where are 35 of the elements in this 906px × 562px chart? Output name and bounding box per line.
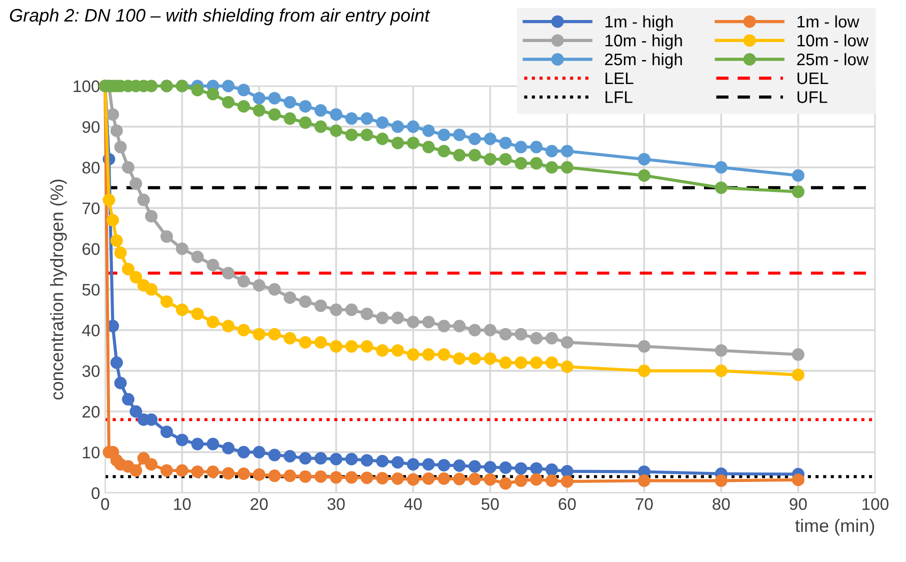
y-tick-label: 60 — [82, 243, 100, 255]
y-tick-label: 30 — [82, 365, 100, 378]
legend-label: 10m - high — [605, 34, 682, 50]
y-tick-label: 40 — [82, 324, 100, 336]
legend-label: 1m - high — [605, 15, 673, 31]
legend-label: 25m - low — [797, 53, 869, 66]
y-axis-title: concentration hydrogen (%) — [50, 180, 67, 400]
x-tick-label: 50 — [482, 498, 499, 510]
y-tick-label: 50 — [82, 284, 100, 296]
x-tick-label: 30 — [327, 498, 345, 510]
x-tick-label: 0 — [101, 498, 110, 510]
y-tick-label: 100 — [74, 80, 100, 92]
legend-label: UEL — [798, 72, 828, 84]
x-tick-label: 10 — [174, 498, 191, 510]
y-tick-label: 0 — [92, 487, 100, 500]
legend-label: LFL — [606, 91, 632, 103]
x-tick-label: 80 — [712, 498, 730, 510]
x-axis-title: time (min) — [795, 518, 874, 536]
x-tick-label: 40 — [404, 498, 422, 510]
y-tick-label: 80 — [82, 162, 100, 174]
legend-label: 25m - high — [605, 53, 682, 69]
y-tick-label: 70 — [82, 202, 100, 214]
y-tick-label: 20 — [82, 406, 100, 418]
x-tick-label: 90 — [790, 498, 807, 510]
x-tick-label: 70 — [636, 498, 653, 510]
legend-label: 10m - low — [798, 34, 869, 46]
x-tick-label: 60 — [558, 498, 576, 510]
legend-label: 1m - low — [798, 15, 860, 28]
chart-title: Graph 2: DN 100 – with shielding from air entry point — [10, 8, 430, 26]
x-tick-label: 20 — [250, 498, 268, 510]
y-tick-label: 90 — [82, 121, 100, 133]
legend-label: UFL — [798, 91, 828, 104]
y-tick-label: 10 — [82, 446, 100, 458]
legend-label: LEL — [606, 72, 634, 84]
x-tick-label: 100 — [862, 498, 888, 510]
